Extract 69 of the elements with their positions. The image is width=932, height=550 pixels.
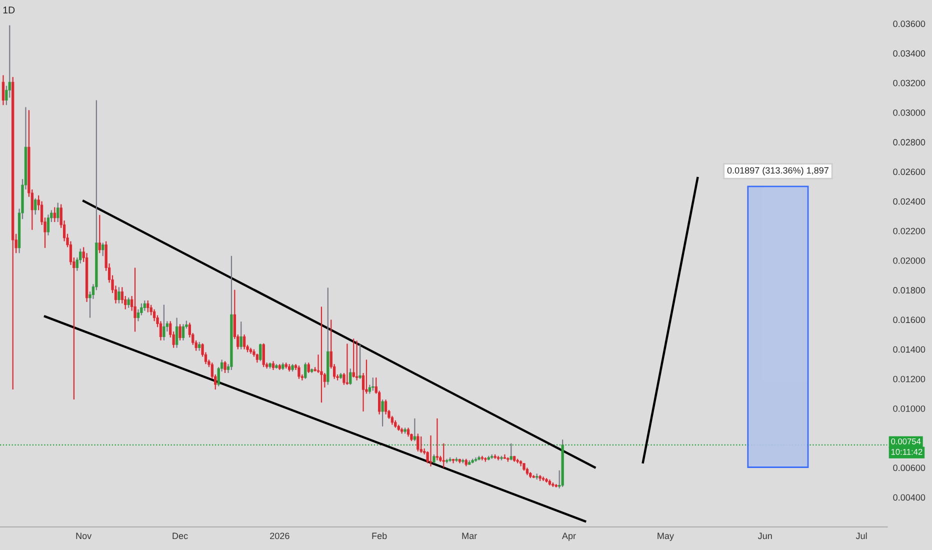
candlestick xyxy=(224,360,226,374)
x-tick-label: Mar xyxy=(462,532,477,540)
y-tick-label: 0.02400 xyxy=(893,198,926,205)
x-tick-label: Feb xyxy=(372,532,387,540)
candlestick xyxy=(242,334,246,350)
candlestick xyxy=(442,442,445,468)
candlestick xyxy=(356,340,358,381)
y-tick-label: 0.01000 xyxy=(893,405,926,412)
x-tick-label: Apr xyxy=(562,532,576,541)
y-tick-label: 0.01200 xyxy=(893,376,926,382)
x-tick-label: Nov xyxy=(76,532,92,540)
y-tick-label: 0.03400 xyxy=(893,50,926,57)
candlestick xyxy=(307,362,310,374)
y-tick-label: 0.03200 xyxy=(893,80,926,86)
candlestick xyxy=(134,267,136,332)
x-tick-label: Dec xyxy=(172,532,188,540)
y-tick-label: 0.02200 xyxy=(893,228,926,234)
candlestick xyxy=(240,321,242,350)
candlestick xyxy=(34,198,37,216)
candlestick xyxy=(436,418,439,461)
candlestick xyxy=(46,214,50,236)
candlestick xyxy=(259,343,262,362)
y-tick-label: 0.02800 xyxy=(893,139,926,146)
candlestick xyxy=(53,206,56,223)
text: 10:11:42 xyxy=(891,448,922,455)
candlestick xyxy=(413,418,416,442)
x-tick-label: Jul xyxy=(856,532,867,540)
candlestick xyxy=(384,399,388,415)
text: 1D xyxy=(3,6,15,14)
candlestick xyxy=(298,365,300,380)
y-tick-label: 0.03600 xyxy=(893,20,926,28)
candlestick xyxy=(349,368,352,386)
candlestick xyxy=(56,202,60,223)
x-tick-label: 2026 xyxy=(270,532,290,540)
x-tick-label: Jun xyxy=(758,532,772,540)
y-tick-label: 0.02000 xyxy=(893,257,926,264)
candlestick xyxy=(262,342,265,368)
candlestick xyxy=(178,324,182,341)
candlestick xyxy=(304,362,307,380)
candlestick xyxy=(98,214,101,254)
candlestick xyxy=(162,304,166,341)
y-tick-label: 0.01400 xyxy=(893,346,926,353)
candlestick xyxy=(381,399,384,427)
candlestick xyxy=(372,377,374,392)
x-tick-label: May xyxy=(658,532,674,541)
candlestick xyxy=(352,338,355,378)
y-tick-label: 0.02600 xyxy=(893,168,926,176)
candlestick xyxy=(182,324,185,341)
candlestick xyxy=(429,434,432,467)
candlestick xyxy=(320,306,323,404)
candlestick xyxy=(2,74,5,106)
y-tick-label: 0.01600 xyxy=(893,316,926,324)
annotation: 0.01897 (313.36%) 1,897 xyxy=(727,166,828,176)
candlestick xyxy=(102,242,104,257)
y-tick-label: 0.00400 xyxy=(893,494,926,501)
ref-line-label: 0.00754 xyxy=(891,438,921,444)
y-tick-label: 0.01800 xyxy=(893,287,926,294)
candlestick xyxy=(146,300,150,313)
candlestick xyxy=(346,343,349,386)
y-tick-label: 0.03000 xyxy=(893,109,926,116)
candlestick xyxy=(542,476,545,482)
candlestick xyxy=(358,344,362,380)
candlestick xyxy=(420,436,422,454)
candlestick xyxy=(127,296,130,308)
candlestick xyxy=(175,317,178,348)
candlestick xyxy=(143,300,146,312)
y-tick-label: 0.00600 xyxy=(893,464,926,472)
candlestick xyxy=(416,433,420,452)
candlestick xyxy=(118,286,120,304)
